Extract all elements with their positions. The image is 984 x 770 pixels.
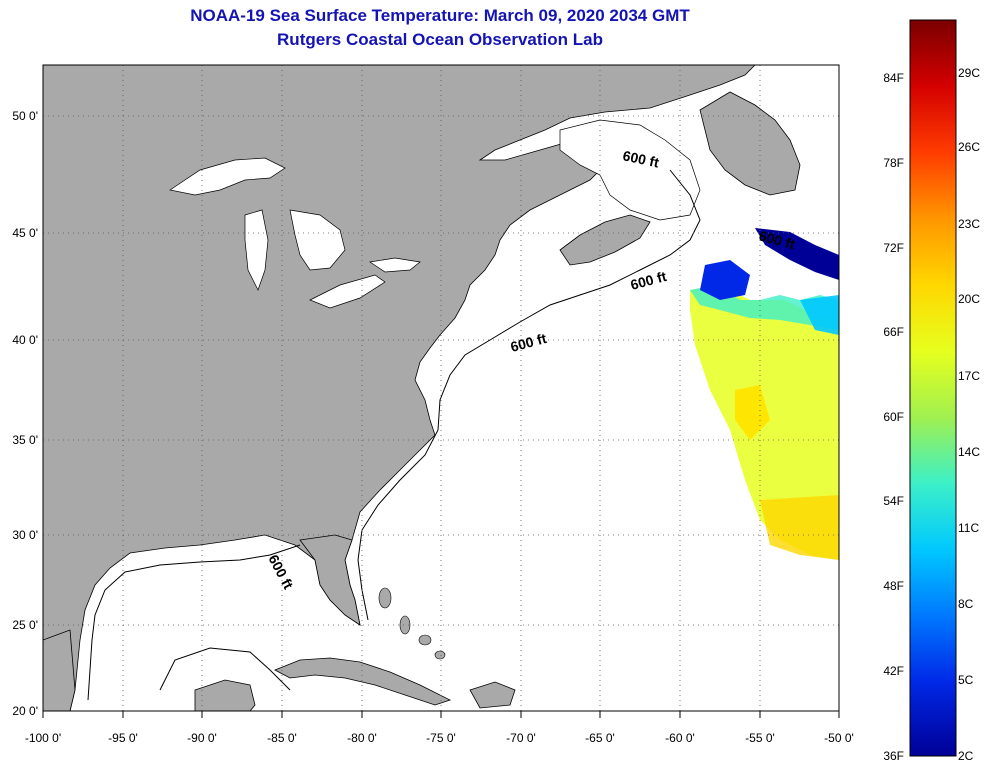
cb-c-label: 14C	[958, 445, 980, 459]
depth-label: 600 ft	[621, 147, 660, 170]
cb-c-label: 5C	[958, 673, 974, 687]
newfoundland-land	[699, 91, 801, 196]
cb-c-label: 11C	[958, 521, 979, 535]
depth-contour-600ft-west	[159, 647, 291, 691]
lat-label: 40 0'	[12, 333, 38, 347]
lon-label: -55 0'	[745, 731, 775, 745]
lat-label: 50 0'	[12, 109, 38, 123]
map-title: NOAA-19 Sea Surface Temperature: March 0…	[190, 6, 690, 25]
lat-label: 30 0'	[12, 528, 38, 542]
gulf-st-lawrence	[559, 119, 701, 221]
map-subtitle: Rutgers Coastal Ocean Observation Lab	[277, 30, 603, 49]
cb-f-label: 84F	[883, 71, 904, 85]
sst-data	[690, 228, 839, 560]
cb-f-label: 60F	[883, 410, 904, 424]
cb-f-label: 54F	[883, 494, 904, 508]
colorbar-c-labels: 29C 26C 23C 20C 17C 14C 11C 8C 5C 2C	[958, 66, 980, 763]
lon-label: -90 0'	[187, 731, 217, 745]
lat-label: 20 0'	[12, 704, 38, 718]
lon-label: -50 0'	[824, 731, 854, 745]
cb-f-label: 48F	[883, 579, 904, 593]
colorbar-f-labels: 84F 78F 72F 66F 60F 54F 48F 42F 36F	[883, 71, 904, 763]
lon-label: -85 0'	[267, 731, 297, 745]
longitude-labels: -100 0' -95 0' -90 0' -85 0' -80 0' -75 …	[25, 731, 854, 745]
latitude-labels: 50 0' 45 0' 40 0' 35 0' 30 0' 25 0' 20 0…	[12, 109, 38, 718]
lake-huron	[289, 209, 346, 271]
cb-c-label: 26C	[958, 140, 980, 154]
lat-label: 25 0'	[12, 618, 38, 632]
cb-f-label: 42F	[883, 664, 904, 678]
cb-c-label: 23C	[958, 217, 980, 231]
bahamas-islands	[378, 587, 446, 660]
lake-superior	[169, 157, 286, 196]
depth-contour-600ft	[357, 169, 701, 621]
lake-ontario	[369, 257, 421, 273]
lake-michigan	[244, 209, 269, 291]
cb-f-label: 36F	[883, 749, 904, 763]
lat-label: 35 0'	[12, 433, 38, 447]
nova-scotia-land	[559, 214, 651, 266]
lon-label: -60 0'	[665, 731, 695, 745]
lat-label: 45 0'	[12, 226, 38, 240]
cb-c-label: 20C	[958, 292, 980, 306]
lake-erie	[309, 274, 386, 309]
depth-contour-600ft-gulf	[87, 544, 301, 701]
colorbar	[909, 19, 957, 757]
yucatan-peninsula-land	[194, 679, 256, 711]
lon-label: -70 0'	[506, 731, 536, 745]
cb-c-label: 29C	[958, 66, 980, 80]
lon-label: -65 0'	[585, 731, 615, 745]
cb-f-label: 72F	[883, 241, 904, 255]
cb-c-label: 2C	[958, 749, 974, 763]
cuba-land	[274, 657, 452, 706]
florida-land	[299, 534, 361, 626]
axis-ticks	[42, 711, 840, 718]
lon-label: -80 0'	[347, 731, 377, 745]
cb-f-label: 66F	[883, 325, 904, 339]
hispaniola-land	[469, 681, 516, 709]
cb-c-label: 17C	[958, 369, 980, 383]
lon-label: -100 0'	[25, 731, 61, 745]
lon-label: -75 0'	[426, 731, 456, 745]
cb-c-label: 8C	[958, 597, 974, 611]
yucatan-land	[43, 629, 76, 711]
north-america-land	[43, 65, 756, 711]
cb-f-label: 78F	[883, 156, 904, 170]
lon-label: -95 0'	[108, 731, 138, 745]
